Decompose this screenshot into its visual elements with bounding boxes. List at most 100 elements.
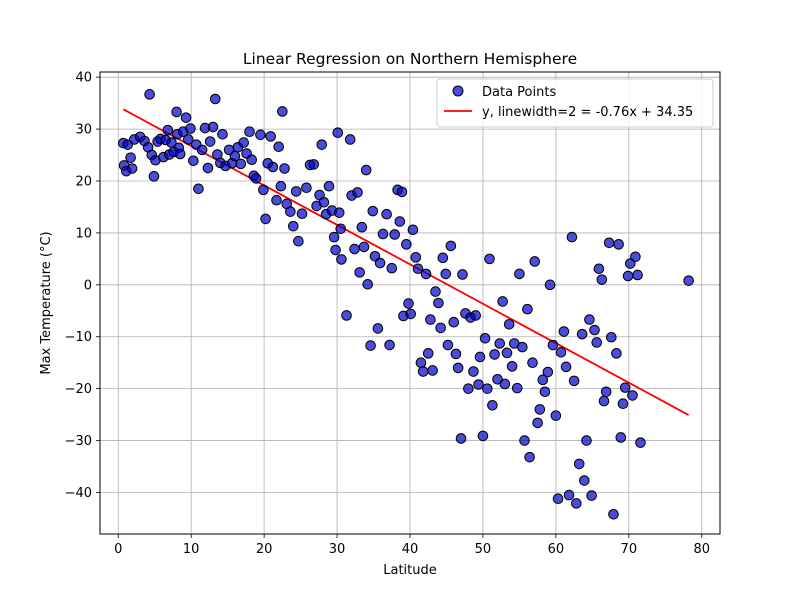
data-point xyxy=(584,314,595,325)
data-point xyxy=(244,126,255,137)
data-point xyxy=(384,339,395,351)
x-tick-label: 10 xyxy=(183,542,200,557)
data-point xyxy=(265,131,276,142)
data-point xyxy=(468,366,479,377)
data-point xyxy=(539,386,551,398)
data-point xyxy=(330,244,341,256)
data-point xyxy=(356,221,368,233)
data-point xyxy=(360,164,372,176)
data-point xyxy=(547,339,559,351)
data-point xyxy=(506,361,518,372)
data-point xyxy=(401,239,412,250)
y-tick-label: 40 xyxy=(75,71,92,86)
data-point xyxy=(296,208,308,220)
data-point xyxy=(341,310,352,321)
data-point xyxy=(596,274,608,285)
data-point xyxy=(524,451,535,463)
data-point xyxy=(349,243,360,255)
x-tick-label: 40 xyxy=(402,542,419,557)
data-point xyxy=(576,328,588,340)
data-point xyxy=(196,144,208,156)
data-point xyxy=(389,229,400,240)
data-point xyxy=(494,338,506,349)
data-point xyxy=(615,432,627,443)
data-point xyxy=(529,256,541,267)
data-point xyxy=(566,231,578,243)
y-tick-label: −20 xyxy=(65,382,92,397)
data-point xyxy=(522,303,533,315)
y-tick-label: 30 xyxy=(75,123,92,138)
data-point xyxy=(632,269,643,281)
data-point xyxy=(501,347,513,359)
data-point xyxy=(250,173,262,184)
data-point xyxy=(209,93,221,105)
data-point xyxy=(477,430,489,442)
data-point xyxy=(410,252,422,263)
data-point xyxy=(277,106,288,117)
data-point xyxy=(571,498,582,509)
data-point xyxy=(497,296,508,307)
data-point xyxy=(448,316,460,328)
x-tick-label: 50 xyxy=(475,542,492,557)
data-point xyxy=(606,331,617,343)
data-point xyxy=(579,475,590,486)
data-point xyxy=(207,121,219,133)
data-point xyxy=(180,112,192,123)
data-point xyxy=(613,239,624,250)
data-point xyxy=(403,298,414,309)
data-point xyxy=(489,349,500,360)
y-tick-label: −30 xyxy=(65,434,92,449)
data-point xyxy=(246,154,258,166)
data-point xyxy=(332,127,344,139)
data-point xyxy=(619,382,631,393)
data-point xyxy=(627,390,638,401)
data-point xyxy=(335,223,347,235)
legend-marker-data-points xyxy=(452,85,464,97)
data-point xyxy=(323,180,335,192)
y-axis-label: Max Temperature (°C) xyxy=(39,231,54,374)
data-point xyxy=(473,379,484,390)
data-point xyxy=(552,493,564,505)
data-point xyxy=(425,314,436,325)
data-point xyxy=(603,237,615,249)
data-point xyxy=(550,410,562,421)
data-point xyxy=(405,308,417,320)
data-point xyxy=(193,183,204,195)
data-point xyxy=(365,340,376,351)
data-point xyxy=(455,433,467,444)
data-point xyxy=(433,297,444,309)
data-point xyxy=(683,275,694,286)
data-point xyxy=(308,159,320,170)
x-tick-label: 80 xyxy=(693,542,710,557)
data-point xyxy=(499,378,511,390)
data-point xyxy=(487,399,498,411)
data-point xyxy=(442,339,454,351)
x-axis-ticks: 0 10 20 30 40 50 60 70 80 xyxy=(114,534,710,557)
data-point xyxy=(394,216,406,227)
data-point xyxy=(484,253,495,265)
data-point xyxy=(558,326,570,337)
y-tick-label: 0 xyxy=(84,278,92,293)
x-tick-label: 0 xyxy=(114,542,122,557)
data-point xyxy=(555,347,567,358)
data-point xyxy=(333,207,345,218)
data-point xyxy=(622,270,634,282)
data-point xyxy=(182,134,194,145)
data-point xyxy=(560,361,572,373)
legend-label-data-points: Data Points xyxy=(482,85,556,100)
data-point xyxy=(318,196,330,208)
data-point xyxy=(534,404,546,415)
data-point xyxy=(586,490,597,501)
data-point xyxy=(435,322,446,334)
data-point xyxy=(372,323,384,334)
data-point xyxy=(144,89,155,100)
data-point xyxy=(374,257,386,269)
data-point xyxy=(527,357,538,368)
data-point xyxy=(593,263,605,275)
data-point xyxy=(452,362,464,374)
data-point xyxy=(463,383,474,394)
data-point xyxy=(386,262,398,274)
data-point xyxy=(258,184,269,196)
data-point xyxy=(568,375,580,387)
